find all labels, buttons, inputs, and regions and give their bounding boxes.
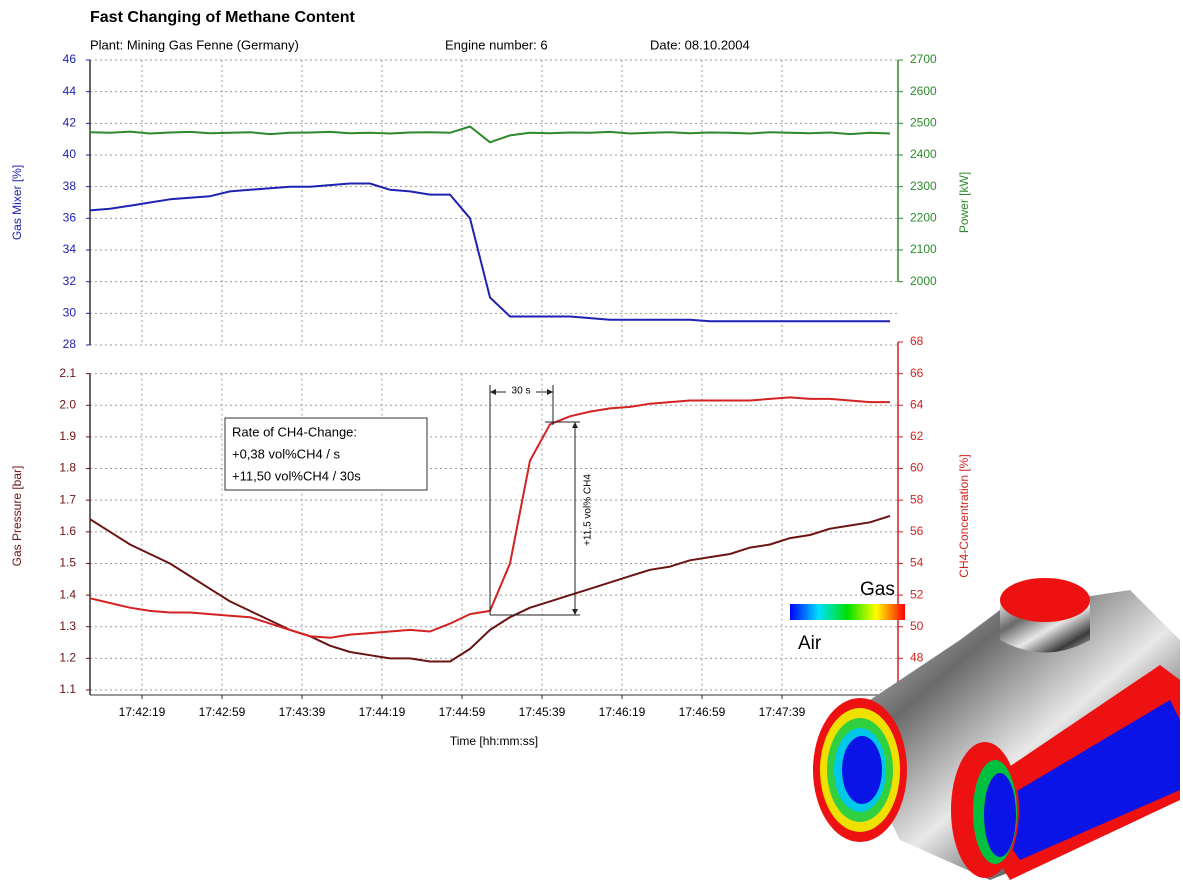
y2-tick-label: 2500	[910, 116, 937, 130]
annotation-text: 30 s	[512, 386, 531, 397]
y2-axis-label: CH4-Concentration [%]	[957, 454, 971, 577]
y-axis-label: Gas Pressure [bar]	[10, 466, 24, 567]
y2-tick-label: 2200	[910, 211, 937, 225]
subtitle: Date: 08.10.2004	[650, 37, 750, 52]
y2-tick-label: 54	[910, 556, 924, 570]
x-tick-label: 17:46:19	[599, 705, 646, 719]
annotation-text: Rate of CH4-Change:	[232, 424, 357, 439]
y2-tick-label: 2000	[910, 274, 937, 288]
y2-tick-label: 2700	[910, 52, 937, 66]
chart-title: Fast Changing of Methane Content	[90, 9, 356, 26]
annotation-text: +0,38 vol%CH4 / s	[232, 446, 341, 461]
y-tick-label: 46	[63, 52, 77, 66]
y2-axis-label: Power [kW]	[957, 172, 971, 233]
y-tick-label: 1.9	[59, 429, 76, 443]
y2-tick-label: 2300	[910, 179, 937, 193]
y-tick-label: 40	[63, 147, 77, 161]
chart: Fast Changing of Methane Content Plant: …	[0, 0, 1183, 884]
annotations: Rate of CH4-Change: +0,38 vol%CH4 / s +1…	[225, 384, 594, 615]
x-tick-label: 17:46:59	[679, 705, 726, 719]
pipe-end	[842, 736, 882, 804]
y-tick-label: 1.8	[59, 461, 76, 475]
x-tick-label: 17:45:39	[519, 705, 566, 719]
y-tick-label: 1.1	[59, 682, 76, 696]
y2-tick-label: 66	[910, 366, 924, 380]
pipe-end	[984, 773, 1016, 857]
x-tick-label: 17:44:19	[359, 705, 406, 719]
annotation-text: +11,5 vol% CH4	[583, 474, 594, 546]
engine-inset: Gas Air	[790, 578, 1180, 880]
subtitle: Engine number: 6	[445, 37, 548, 52]
y-tick-label: 1.2	[59, 651, 76, 665]
y-axis-label: Gas Mixer [%]	[10, 165, 24, 240]
x-axis-label: Time [hh:mm:ss]	[450, 734, 538, 748]
x-tick-label: 17:44:59	[439, 705, 486, 719]
y2-tick-label: 62	[910, 429, 924, 443]
y2-tick-label: 50	[910, 619, 924, 633]
y2-tick-label: 2600	[910, 84, 937, 98]
colorbar-label: Air	[798, 633, 822, 654]
y-tick-label: 2.0	[59, 397, 76, 411]
y-tick-label: 1.4	[59, 587, 76, 601]
y2-tick-label: 2100	[910, 242, 937, 256]
y2-tick-label: 64	[910, 397, 924, 411]
y-tick-label: 2.1	[59, 366, 76, 380]
y2-tick-label: 60	[910, 461, 924, 475]
y-tick-label: 1.5	[59, 556, 76, 570]
gas-inlet	[1000, 578, 1090, 622]
y-tick-label: 32	[63, 274, 77, 288]
y2-tick-label: 52	[910, 587, 924, 601]
annotation-text: +11,50 vol%CH4 / 30s	[232, 468, 361, 483]
y-tick-label: 42	[63, 116, 77, 130]
x-tick-label: 17:47:39	[759, 705, 806, 719]
y-tick-label: 36	[63, 211, 77, 225]
y-tick-label: 30	[63, 306, 77, 320]
y2-tick-label: 2400	[910, 147, 937, 161]
series-line	[90, 127, 890, 143]
y2-tick-label: 68	[910, 334, 924, 348]
colorbar-label: Gas	[860, 579, 895, 600]
x-tick-label: 17:42:59	[199, 705, 246, 719]
y2-tick-label: 56	[910, 524, 924, 538]
y-tick-label: 34	[63, 242, 77, 256]
series-line	[90, 184, 890, 322]
y2-tick-label: 48	[910, 651, 924, 665]
y-tick-label: 38	[63, 179, 77, 193]
y-tick-label: 1.3	[59, 619, 76, 633]
y-tick-label: 28	[63, 337, 77, 351]
y-tick-label: 44	[63, 84, 77, 98]
x-tick-label: 17:43:39	[279, 705, 326, 719]
colorbar	[790, 604, 905, 620]
plot-area: 28 30 32 34 36 38 40 42 44 46 2000 2100 2200 2300 2400…	[10, 52, 971, 748]
subtitle: Plant: Mining Gas Fenne (Germany)	[90, 37, 299, 52]
y-tick-label: 1.7	[59, 492, 76, 506]
y-tick-label: 1.6	[59, 524, 76, 538]
x-tick-label: 17:42:19	[119, 705, 166, 719]
y2-tick-label: 58	[910, 492, 924, 506]
